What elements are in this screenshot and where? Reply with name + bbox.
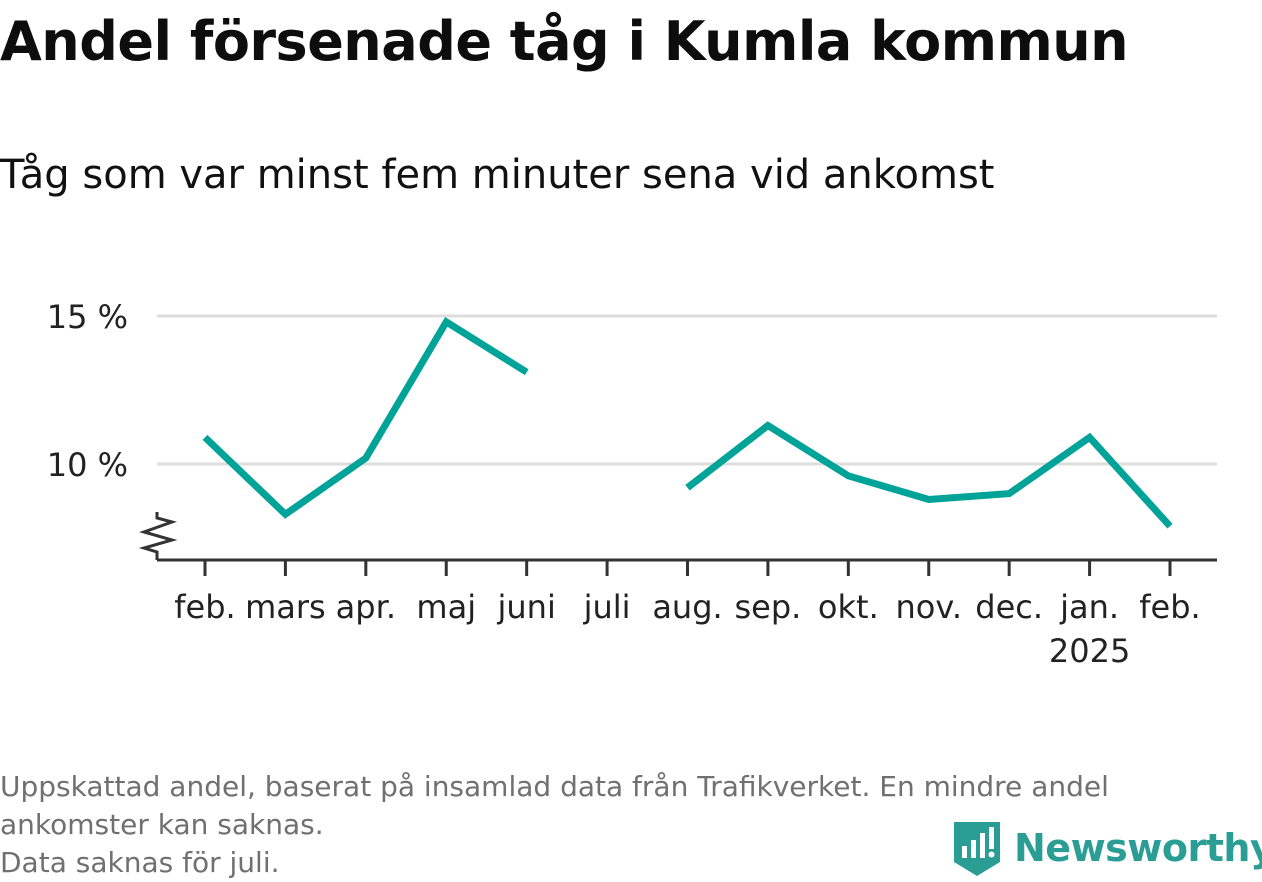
x-tick-label: juni <box>496 588 555 626</box>
x-tick-label: okt. <box>818 588 879 626</box>
x-axis <box>138 512 1217 562</box>
footer-note-line-1: Uppskattad andel, baserat på insamlad da… <box>0 770 1109 803</box>
axis-break-zigzag <box>138 512 178 560</box>
y-tick-label: 10 % <box>47 446 128 484</box>
x-tick-label: dec. <box>975 588 1043 626</box>
brand-logo: Newsworthy <box>952 818 1262 878</box>
x-tick-label: mars <box>245 588 326 626</box>
x-tick-label: jan. <box>1059 588 1119 626</box>
x-tick-label: nov. <box>896 588 962 626</box>
series-line-segment <box>202 317 529 519</box>
x-axis-ticks <box>203 560 1172 576</box>
x-tick-label: aug. <box>652 588 722 626</box>
line-chart: 10 % 15 % feb. mars apr. maj juni juli aug. sep.… <box>47 298 1217 670</box>
footer-note-line-2: ankomster kan saknas. <box>0 808 324 841</box>
x-axis-tick-labels: feb. mars apr. maj juni juli aug. sep. okt. nov. d… <box>174 588 1200 670</box>
gridlines <box>157 314 1217 466</box>
y-axis-tick-labels: 10 % 15 % <box>47 298 128 484</box>
x-tick-label: juli <box>583 588 631 626</box>
x-tick-label: feb. <box>1139 588 1200 626</box>
brand-name: Newsworthy <box>1014 826 1262 870</box>
footer-note-line-3: Data saknas för juli. <box>0 846 280 879</box>
x-tick-label: apr. <box>336 588 396 626</box>
chart-subtitle: Tåg som var minst fem minuter sena vid a… <box>0 152 995 198</box>
newsworthy-logo-icon <box>954 822 1000 876</box>
chart-footer: Uppskattad andel, baserat på insamlad da… <box>0 768 1250 882</box>
x-tick-sublabel: 2025 <box>1049 632 1130 670</box>
series-line-segment <box>685 421 1173 529</box>
x-tick-label: maj <box>416 588 476 626</box>
x-tick-label: sep. <box>734 588 801 626</box>
x-tick-label: feb. <box>174 588 235 626</box>
chart-title: Andel försenade tåg i Kumla kommun <box>0 10 1129 73</box>
y-tick-label: 15 % <box>47 298 128 336</box>
series-line <box>202 317 1173 529</box>
